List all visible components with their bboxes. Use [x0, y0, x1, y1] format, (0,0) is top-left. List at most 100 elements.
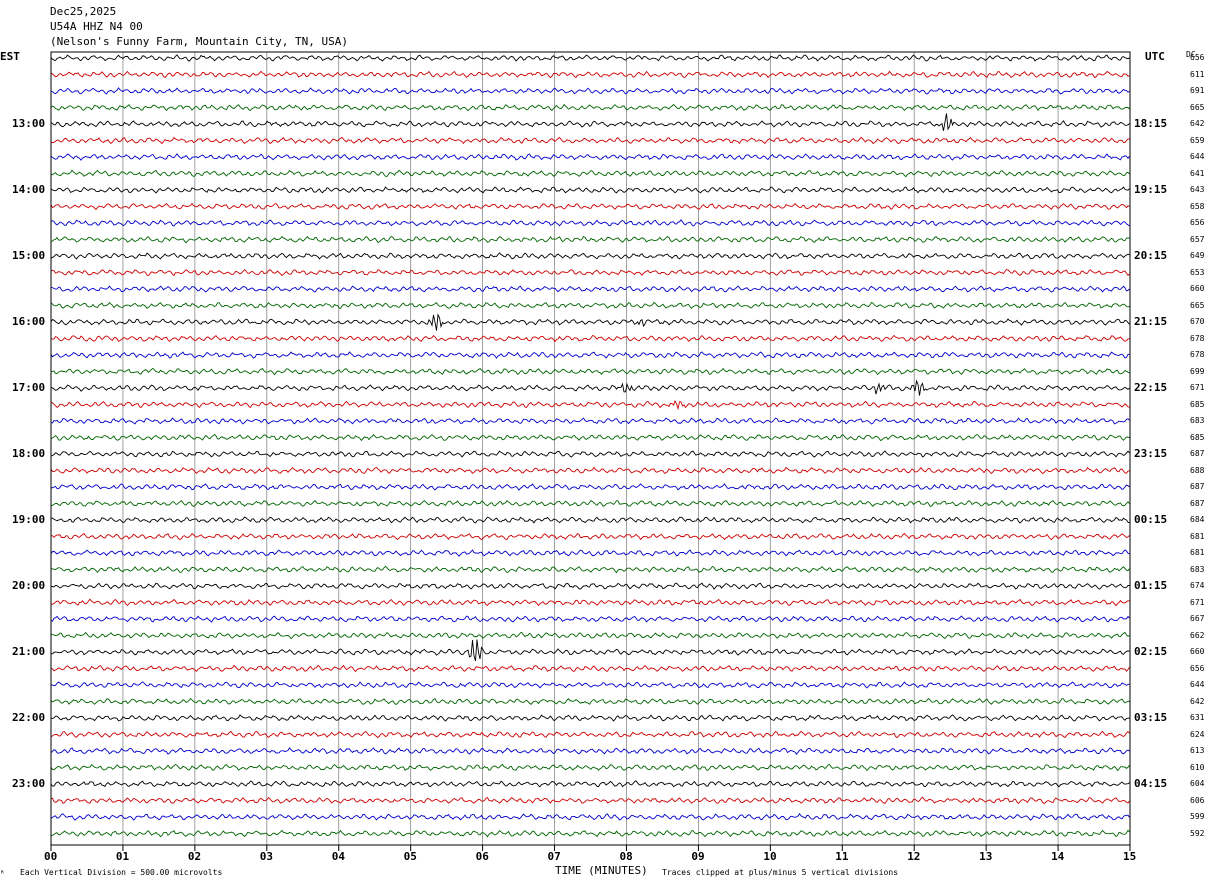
seismic-trace [50, 169, 1130, 178]
utc-hour-label: 00:15 [1134, 513, 1168, 526]
seismic-trace [50, 639, 1130, 662]
est-hour-label: 20:00 [12, 579, 46, 592]
x-tick-label: 06 [475, 850, 489, 863]
dc-offset-label: 599 [1190, 812, 1205, 821]
utc-hour-label: 23:15 [1134, 447, 1168, 460]
dc-offset-label: 649 [1190, 251, 1205, 260]
seismic-trace [50, 499, 1130, 507]
seismic-trace [50, 615, 1130, 623]
dc-offset-label: 671 [1190, 383, 1205, 392]
seismic-trace [50, 565, 1130, 574]
dc-offset-label: 644 [1190, 152, 1205, 161]
x-tick-label: 01 [115, 850, 130, 863]
est-hour-label: 17:00 [12, 381, 46, 394]
seismic-trace [50, 313, 1130, 331]
est-hour-label: 18:00 [12, 447, 46, 460]
dc-offset-label: 611 [1190, 69, 1205, 79]
seismic-trace [50, 796, 1130, 805]
seismic-trace [50, 235, 1130, 244]
dc-offset-label: 656 [1190, 218, 1205, 227]
dc-offset-label: 685 [1190, 432, 1205, 442]
seismic-trace [50, 87, 1130, 95]
dc-offset-label: 687 [1190, 449, 1205, 458]
corner-mark: ᴿ [0, 869, 5, 878]
dc-offset-label: 665 [1190, 102, 1205, 112]
seismic-trace [50, 516, 1130, 524]
seismic-trace [50, 681, 1130, 689]
seismic-trace [50, 714, 1130, 722]
est-hour-label: 13:00 [12, 117, 46, 130]
dc-offset-label: 631 [1190, 713, 1205, 722]
seismic-trace [50, 697, 1130, 706]
est-hour-label: 15:00 [12, 249, 46, 262]
x-tick-label: 10 [763, 850, 777, 863]
seismic-trace [50, 334, 1130, 343]
dc-offset-label: 662 [1190, 630, 1205, 640]
dc-offset-label: 674 [1190, 581, 1205, 590]
x-tick-label: 09 [691, 850, 705, 863]
seismic-trace [50, 153, 1130, 161]
header-location: (Nelson's Funny Farm, Mountain City, TN,… [50, 35, 349, 48]
header-station: U54A HHZ N4 00 [50, 20, 143, 33]
dc-offset-label: 683 [1190, 564, 1205, 574]
seismic-trace [50, 202, 1130, 211]
seismic-trace [50, 433, 1130, 442]
dc-offset-label: 670 [1190, 317, 1205, 326]
x-tick-label: 00 [44, 850, 58, 863]
seismic-trace [50, 301, 1130, 309]
dc-offset-label: 678 [1190, 333, 1205, 343]
dc-offset-label: 613 [1190, 746, 1205, 755]
est-hour-label: 21:00 [12, 645, 46, 658]
utc-hour-label: 19:15 [1134, 183, 1168, 196]
dc-title: DC [1186, 50, 1196, 59]
dc-offset-label: 656 [1190, 53, 1205, 62]
header-date: Dec25,2025 [50, 5, 117, 18]
dc-offset-label: 667 [1190, 614, 1205, 623]
dc-offset-label: 681 [1190, 531, 1205, 541]
seismic-trace [50, 532, 1130, 541]
plot-frame [50, 51, 1131, 846]
dc-offset-label: 624 [1190, 729, 1205, 739]
seismic-trace [50, 549, 1130, 557]
seismic-trace [50, 664, 1130, 673]
seismic-trace [50, 813, 1130, 821]
seismic-trace [50, 829, 1130, 838]
seismic-trace [50, 747, 1130, 755]
est-hour-label: 16:00 [12, 315, 46, 328]
dc-offset-label: 642 [1190, 119, 1205, 128]
est-hour-label: 19:00 [12, 513, 46, 526]
dc-offset-label: 657 [1190, 234, 1205, 244]
seismic-trace [50, 252, 1130, 260]
x-ticks [50, 845, 1131, 851]
dc-offset-label: 684 [1190, 515, 1205, 524]
seismic-trace [50, 268, 1130, 277]
dc-offset-label: 604 [1190, 779, 1205, 788]
x-tick-label: 08 [619, 850, 633, 863]
plot-grid [122, 52, 1059, 845]
dc-offset-label: 683 [1190, 416, 1205, 425]
seismic-trace [50, 400, 1130, 411]
utc-hour-label: 18:15 [1134, 117, 1168, 130]
seismic-trace [50, 483, 1130, 491]
utc-hour-label: 02:15 [1134, 645, 1168, 658]
x-tick-label: 11 [835, 850, 849, 863]
x-tick-label: 15 [1123, 850, 1137, 863]
dc-offset-label: 610 [1190, 762, 1205, 772]
seismic-trace [50, 103, 1130, 112]
x-tick-label: 04 [331, 850, 345, 863]
dc-offset-label: 642 [1190, 696, 1205, 706]
x-tick-label: 14 [1051, 850, 1065, 863]
dc-offset-label: 658 [1190, 201, 1205, 211]
seismic-trace [50, 763, 1130, 772]
dc-offset-label: 660 [1190, 647, 1205, 656]
seismic-trace [50, 367, 1130, 376]
clip-note: Traces clipped at plus/minus 5 vertical … [662, 868, 899, 877]
dc-offset-label: 644 [1190, 680, 1205, 689]
scale-note: Each Vertical Division = 500.00 microvol… [20, 868, 223, 877]
x-tick-label: 05 [403, 850, 417, 863]
seismic-trace [50, 219, 1130, 227]
utc-hour-label: 03:15 [1134, 711, 1168, 724]
seismic-trace [50, 54, 1130, 62]
x-tick-label: 03 [259, 850, 274, 863]
